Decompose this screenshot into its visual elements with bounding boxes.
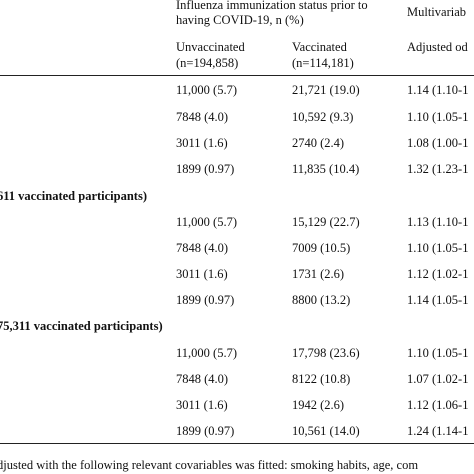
adjusted-header: Adjusted od bbox=[407, 40, 468, 54]
unvaccinated-header: Unvaccinated bbox=[176, 40, 245, 54]
adjusted-cell: 1.14 (1.10-1 bbox=[407, 83, 469, 97]
vaccinated-count: (n=114,181) bbox=[292, 56, 354, 70]
group-header-line1: Influenza immunization status prior to bbox=[176, 0, 368, 12]
vaccinated-cell: 7009 (10.5) bbox=[292, 241, 351, 255]
adjusted-cell: 1.14 (1.05-1 bbox=[407, 293, 469, 307]
vaccinated-cell: 10,592 (9.3) bbox=[292, 110, 354, 124]
adjusted-cell: 1.07 (1.02-1 bbox=[407, 372, 469, 386]
unvaccinated-cell: 3011 (1.6) bbox=[176, 136, 228, 150]
adjusted-cell: 1.24 (1.14-1 bbox=[407, 424, 469, 438]
vaccinated-cell: 17,798 (23.6) bbox=[292, 346, 360, 360]
section-title: 75,311 vaccinated participants) bbox=[0, 319, 163, 333]
vaccinated-cell: 21,721 (19.0) bbox=[292, 83, 360, 97]
unvaccinated-cell: 1899 (0.97) bbox=[176, 162, 235, 176]
unvaccinated-cell: 11,000 (5.7) bbox=[176, 83, 237, 97]
unvaccinated-cell: 3011 (1.6) bbox=[176, 267, 228, 281]
vaccinated-cell: 1731 (2.6) bbox=[292, 267, 345, 281]
footnote: djusted with the following relevant cova… bbox=[0, 458, 419, 472]
vaccinated-cell: 15,129 (22.7) bbox=[292, 215, 360, 229]
adjusted-cell: 1.12 (1.02-1 bbox=[407, 267, 469, 281]
vaccinated-cell: 8800 (13.2) bbox=[292, 293, 351, 307]
unvaccinated-cell: 1899 (0.97) bbox=[176, 293, 235, 307]
section-title: 611 vaccinated participants) bbox=[0, 189, 147, 203]
adjusted-cell: 1.10 (1.05-1 bbox=[407, 110, 469, 124]
vaccinated-header: Vaccinated bbox=[292, 40, 347, 54]
unvaccinated-cell: 11,000 (5.7) bbox=[176, 346, 237, 360]
unvaccinated-count: (n=194,858) bbox=[176, 56, 239, 70]
vaccinated-cell: 2740 (2.4) bbox=[292, 136, 345, 150]
adjusted-cell: 1.13 (1.10-1 bbox=[407, 215, 469, 229]
vaccinated-cell: 10,561 (14.0) bbox=[292, 424, 360, 438]
unvaccinated-cell: 7848 (4.0) bbox=[176, 110, 229, 124]
header-rule bbox=[0, 75, 474, 76]
table-bottom-rule bbox=[0, 443, 474, 444]
adjusted-cell: 1.08 (1.00-1 bbox=[407, 136, 469, 150]
unvaccinated-cell: 11,000 (5.7) bbox=[176, 215, 237, 229]
unvaccinated-cell: 7848 (4.0) bbox=[176, 241, 229, 255]
vaccinated-cell: 11,835 (10.4) bbox=[292, 162, 360, 176]
adjusted-cell: 1.10 (1.05-1 bbox=[407, 241, 469, 255]
adjusted-cell: 1.12 (1.06-1 bbox=[407, 398, 469, 412]
unvaccinated-cell: 7848 (4.0) bbox=[176, 372, 229, 386]
vaccinated-cell: 1942 (2.6) bbox=[292, 398, 345, 412]
vaccinated-cell: 8122 (10.8) bbox=[292, 372, 351, 386]
adjusted-cell: 1.32 (1.23-1 bbox=[407, 162, 469, 176]
adjusted-cell: 1.10 (1.05-1 bbox=[407, 346, 469, 360]
unvaccinated-cell: 1899 (0.97) bbox=[176, 424, 235, 438]
unvaccinated-cell: 3011 (1.6) bbox=[176, 398, 228, 412]
group-header-line2: having COVID-19, n (%) bbox=[176, 13, 304, 27]
multivariable-header: Multivariab bbox=[407, 5, 467, 19]
